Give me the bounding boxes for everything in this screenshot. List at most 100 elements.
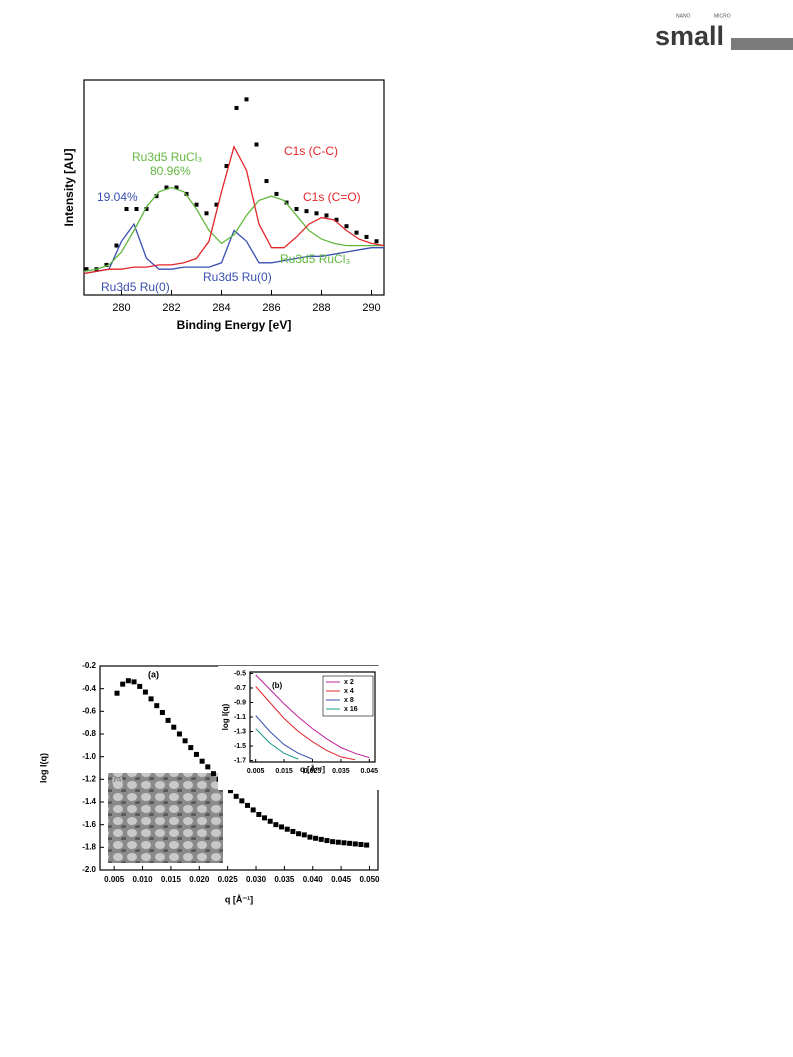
y-tick-label: -1.3	[234, 728, 246, 735]
x-tick-label: 290	[362, 302, 380, 314]
data-point	[154, 703, 160, 709]
y-tick-label: -1.6	[82, 820, 96, 829]
fit-line	[83, 144, 385, 275]
x-tick-label: 0.030	[246, 875, 267, 884]
data-point	[267, 818, 273, 824]
data-point	[273, 822, 279, 828]
data-point	[262, 815, 268, 821]
x-axis-label: Binding Energy [eV]	[177, 318, 292, 332]
data-point	[142, 689, 148, 695]
y-tick-label: -1.0	[82, 752, 96, 761]
y-tick-label: -1.4	[82, 797, 96, 806]
legend-label: x 4	[344, 688, 354, 695]
data-point	[256, 811, 262, 817]
data-point	[245, 802, 251, 808]
chart: 280 282 284 286 288 290 Binding Energy [eV] Int…	[62, 79, 385, 332]
data-point	[120, 681, 126, 687]
fit-line	[255, 686, 356, 761]
annotation: (b)	[272, 681, 283, 690]
chart: 0.005 0.015 0.025 0.035 0.045 -1.7 -1.5 -1.3 -1.…	[218, 666, 383, 790]
data-point	[330, 839, 336, 845]
data-point	[134, 207, 139, 211]
y-tick-label: -0.2	[82, 661, 96, 670]
x-tick-label: 0.010	[133, 875, 154, 884]
data-point	[184, 191, 189, 196]
data-point	[114, 690, 120, 696]
x-tick-label: 0.040	[303, 875, 324, 884]
data-point	[294, 207, 299, 211]
annotation: (c)	[112, 775, 123, 785]
data-point	[148, 696, 154, 702]
logo-nano: NANO	[676, 13, 691, 19]
x-tick-label: 280	[112, 302, 130, 314]
data-point	[354, 230, 359, 235]
data-point	[234, 105, 239, 110]
journal-logo: small NANO MICRO	[655, 13, 793, 51]
chart: 0.005 0.010 0.015 0.020 0.025 0.030 0.035 0.040…	[38, 661, 380, 904]
y-tick-label: -0.5	[234, 670, 246, 677]
y-axis-label: Intensity [AU]	[62, 148, 76, 226]
data-point	[352, 841, 358, 847]
data-point	[144, 207, 149, 211]
y-tick-label: -1.2	[82, 774, 96, 783]
x-tick-label: 0.045	[361, 768, 379, 775]
data-point	[137, 683, 143, 689]
data-point	[307, 834, 313, 840]
data-point	[374, 239, 379, 244]
data-point	[227, 788, 233, 794]
logo-micro: MICRO	[714, 13, 731, 19]
y-tick-label: -1.1	[234, 714, 246, 721]
data-point	[224, 164, 229, 168]
data-point	[274, 191, 279, 196]
data-point	[341, 840, 347, 846]
y-tick-label: -2.0	[82, 865, 96, 874]
data-point	[279, 824, 285, 830]
x-tick-label: 282	[162, 302, 180, 314]
data-point	[324, 213, 329, 218]
y-tick-label: -0.6	[82, 706, 96, 715]
annotation: Ru3d5 Ru(0)	[101, 280, 170, 294]
data-point	[182, 738, 188, 744]
x-tick-label: 0.045	[331, 875, 352, 884]
data-point	[204, 211, 209, 216]
data-point	[304, 209, 309, 214]
data-point	[214, 202, 219, 207]
data-point	[318, 836, 324, 842]
data-point	[159, 709, 165, 715]
data-point	[301, 832, 307, 838]
data-point	[176, 731, 182, 737]
y-tick-label: -0.9	[234, 699, 246, 706]
annotation: C1s (C=O)	[303, 190, 361, 204]
data-point	[154, 194, 159, 199]
data-point	[193, 751, 199, 757]
x-axis-label: q [Å⁻¹]	[225, 894, 253, 904]
data-point	[324, 838, 330, 844]
data-point	[364, 234, 369, 239]
legend-label: x 2	[344, 679, 354, 686]
x-tick-label: 0.050	[359, 875, 380, 884]
data-point	[314, 211, 319, 216]
data-point	[205, 764, 211, 770]
x-tick-label: 0.035	[332, 768, 350, 775]
legend-label: x 8	[344, 697, 354, 704]
y-tick-label: -0.4	[82, 684, 96, 693]
legend-label: x 16	[344, 706, 358, 713]
annotation: C1s (C-C)	[284, 144, 338, 158]
data-point	[364, 842, 370, 848]
x-tick-label: 0.035	[274, 875, 295, 884]
data-point	[104, 262, 109, 267]
y-tick-label: -0.8	[82, 729, 96, 738]
fit-line	[83, 222, 384, 275]
data-point	[164, 185, 169, 190]
annotation: 19.04%	[97, 190, 138, 204]
data-point	[233, 793, 239, 799]
data-point	[84, 267, 89, 272]
logo-text: small	[655, 21, 724, 51]
x-tick-label: 286	[262, 302, 280, 314]
data-point	[344, 224, 349, 229]
data-point	[210, 771, 216, 777]
data-point	[290, 828, 296, 834]
x-tick-label: 284	[212, 302, 230, 314]
fit-line	[255, 728, 299, 760]
data-point	[284, 826, 290, 832]
